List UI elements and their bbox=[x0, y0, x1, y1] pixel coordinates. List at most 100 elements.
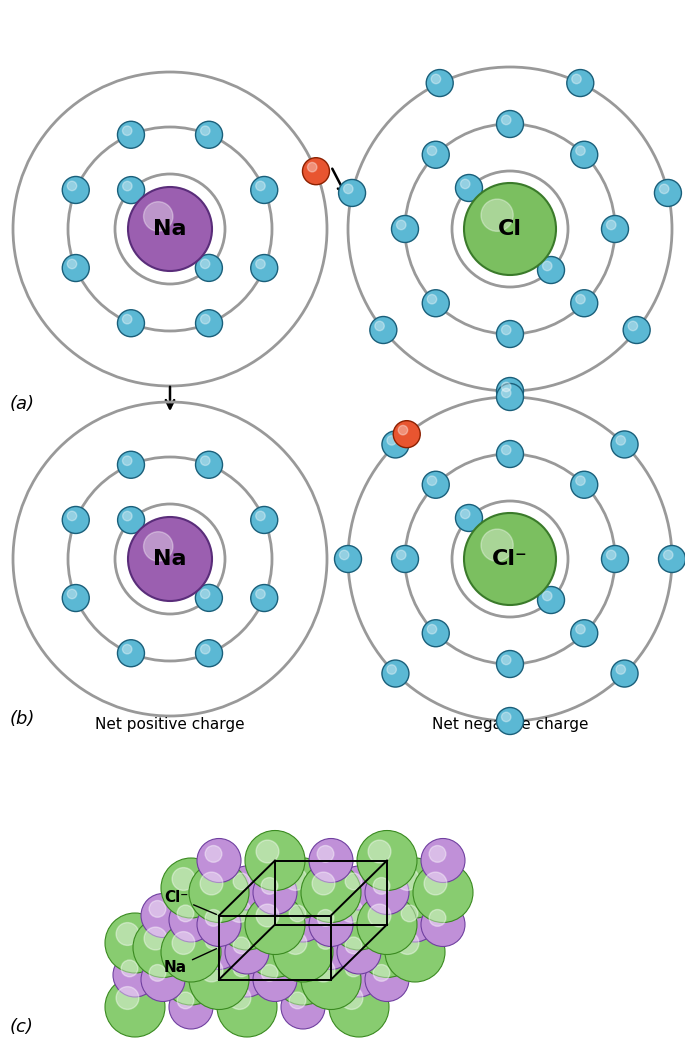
Circle shape bbox=[161, 922, 221, 982]
Circle shape bbox=[345, 960, 362, 977]
Circle shape bbox=[169, 985, 213, 1029]
Circle shape bbox=[144, 927, 167, 950]
Circle shape bbox=[543, 261, 552, 271]
Circle shape bbox=[133, 917, 193, 978]
Circle shape bbox=[201, 456, 210, 465]
Circle shape bbox=[357, 895, 417, 955]
Circle shape bbox=[201, 126, 210, 135]
Circle shape bbox=[345, 873, 362, 889]
Circle shape bbox=[382, 660, 409, 687]
Text: (c): (c) bbox=[10, 1018, 34, 1036]
Circle shape bbox=[345, 937, 362, 954]
Circle shape bbox=[387, 665, 397, 674]
Circle shape bbox=[116, 923, 139, 945]
Circle shape bbox=[256, 589, 265, 598]
Circle shape bbox=[497, 650, 523, 677]
Circle shape bbox=[312, 896, 335, 917]
Circle shape bbox=[177, 928, 194, 944]
Circle shape bbox=[572, 74, 582, 84]
Circle shape bbox=[197, 903, 241, 947]
Text: Net negative charge: Net negative charge bbox=[432, 717, 588, 731]
Circle shape bbox=[575, 624, 585, 634]
Circle shape bbox=[501, 115, 511, 125]
Circle shape bbox=[501, 712, 511, 722]
Circle shape bbox=[497, 441, 523, 468]
Circle shape bbox=[197, 838, 241, 882]
Circle shape bbox=[123, 644, 132, 654]
Circle shape bbox=[251, 177, 277, 204]
Circle shape bbox=[329, 890, 389, 950]
Circle shape bbox=[329, 977, 389, 1037]
Circle shape bbox=[427, 294, 437, 304]
Circle shape bbox=[365, 871, 409, 914]
Circle shape bbox=[261, 901, 278, 917]
Circle shape bbox=[571, 472, 598, 499]
Circle shape bbox=[195, 451, 223, 478]
Circle shape bbox=[460, 509, 470, 518]
Circle shape bbox=[424, 872, 447, 895]
Circle shape bbox=[273, 945, 333, 1005]
Circle shape bbox=[317, 846, 334, 862]
Circle shape bbox=[575, 145, 585, 156]
Circle shape bbox=[253, 894, 297, 937]
Circle shape bbox=[426, 70, 453, 97]
Text: (a): (a) bbox=[10, 395, 35, 412]
Circle shape bbox=[205, 909, 222, 926]
Circle shape bbox=[497, 708, 523, 735]
Circle shape bbox=[144, 532, 173, 561]
Circle shape bbox=[123, 126, 132, 135]
Circle shape bbox=[251, 585, 277, 612]
Circle shape bbox=[123, 315, 132, 324]
Circle shape bbox=[566, 70, 594, 97]
Circle shape bbox=[189, 862, 249, 923]
Circle shape bbox=[256, 260, 265, 269]
Circle shape bbox=[201, 315, 210, 324]
Circle shape bbox=[329, 913, 389, 973]
Circle shape bbox=[301, 950, 361, 1010]
Circle shape bbox=[397, 220, 406, 230]
Circle shape bbox=[281, 898, 325, 942]
Circle shape bbox=[421, 838, 465, 882]
Circle shape bbox=[427, 476, 437, 485]
Circle shape bbox=[497, 383, 523, 410]
Circle shape bbox=[195, 255, 223, 282]
Circle shape bbox=[123, 182, 132, 191]
Circle shape bbox=[538, 257, 564, 284]
Circle shape bbox=[481, 529, 513, 561]
Circle shape bbox=[303, 158, 329, 185]
Circle shape bbox=[189, 950, 249, 1010]
Circle shape bbox=[601, 545, 629, 572]
Circle shape bbox=[67, 260, 77, 269]
Circle shape bbox=[370, 317, 397, 344]
Circle shape bbox=[256, 511, 265, 521]
Circle shape bbox=[228, 900, 251, 923]
Circle shape bbox=[396, 932, 419, 955]
Circle shape bbox=[393, 898, 437, 942]
Circle shape bbox=[245, 917, 305, 978]
Circle shape bbox=[200, 872, 223, 895]
Circle shape bbox=[217, 977, 277, 1037]
Circle shape bbox=[365, 894, 409, 937]
Circle shape bbox=[501, 656, 511, 665]
Circle shape bbox=[118, 177, 145, 204]
Text: Cl⁻: Cl⁻ bbox=[164, 890, 216, 914]
Text: (b): (b) bbox=[10, 710, 36, 728]
Circle shape bbox=[273, 858, 333, 918]
Circle shape bbox=[340, 987, 363, 1010]
Circle shape bbox=[256, 927, 279, 950]
Circle shape bbox=[205, 933, 222, 950]
Circle shape bbox=[422, 619, 449, 646]
Circle shape bbox=[464, 513, 556, 605]
Circle shape bbox=[396, 868, 419, 890]
Circle shape bbox=[357, 830, 417, 890]
Circle shape bbox=[141, 894, 185, 937]
Circle shape bbox=[273, 922, 333, 982]
Circle shape bbox=[340, 923, 363, 945]
Circle shape bbox=[421, 903, 465, 947]
Circle shape bbox=[344, 184, 353, 193]
Circle shape bbox=[382, 431, 409, 458]
Circle shape bbox=[338, 180, 366, 207]
Circle shape bbox=[144, 202, 173, 231]
Circle shape bbox=[301, 885, 361, 945]
Circle shape bbox=[228, 987, 251, 1010]
